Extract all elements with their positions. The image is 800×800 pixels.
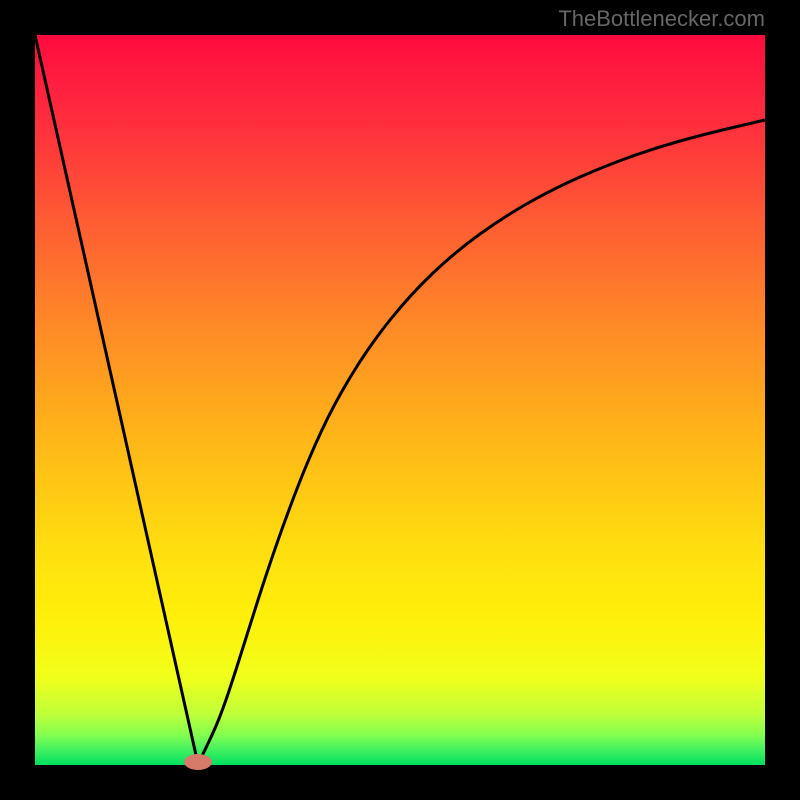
curve-svg: [0, 0, 800, 800]
optimum-marker: [184, 754, 212, 770]
watermark-text: TheBottlenecker.com: [558, 6, 765, 32]
chart-frame: TheBottlenecker.com: [0, 0, 800, 800]
bottleneck-curve: [35, 35, 765, 764]
